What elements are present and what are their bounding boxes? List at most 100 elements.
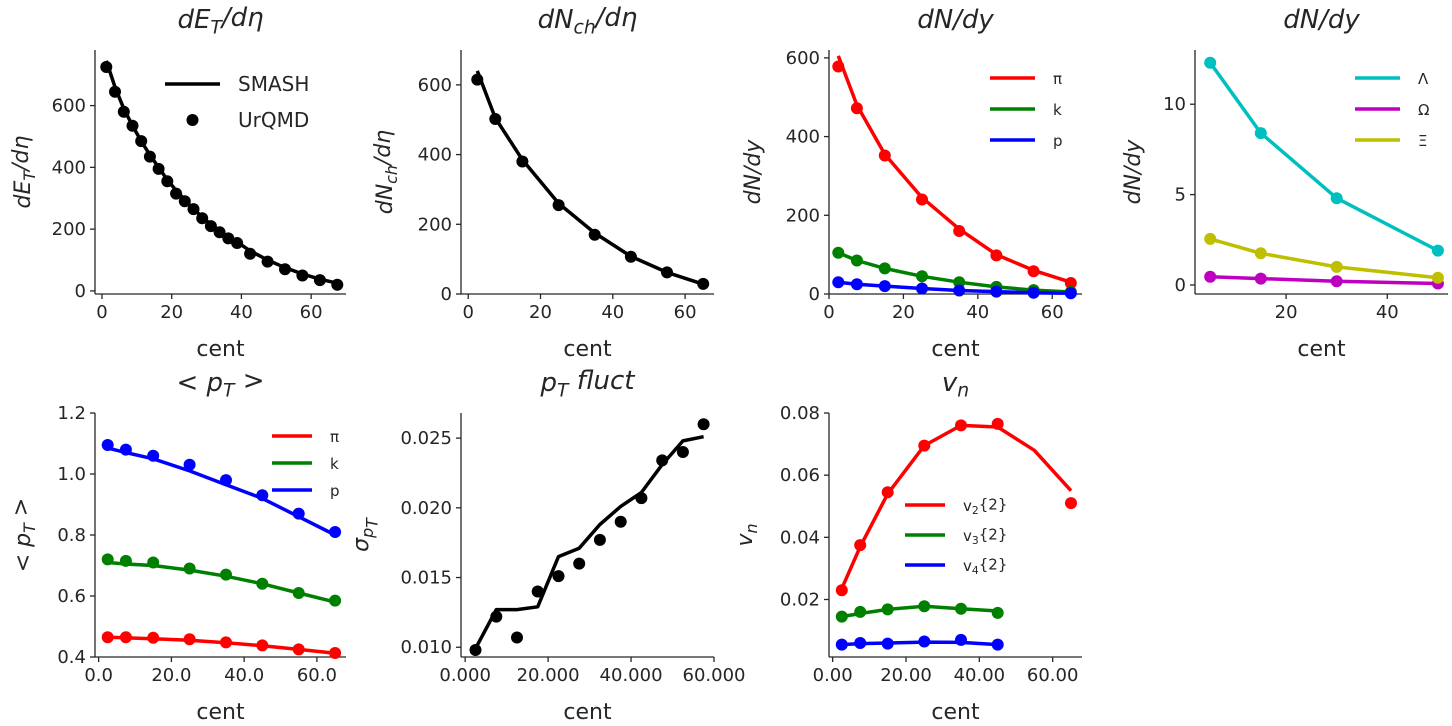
series-line [475,70,704,286]
y-tick-label: 200 [418,214,452,235]
data-point [953,284,966,297]
legend-label: π [1053,70,1062,88]
y-tick-label: 600 [786,48,820,69]
y-axis-label: dN/dy [1121,139,1146,205]
data-point [292,643,305,656]
y-axis-label: vn​ [733,523,761,546]
chart-panel-6: 0.000 20.000 40.000 60.000 0.010 0.015 0.020 0.… [349,366,745,725]
data-point [552,570,565,583]
x-tick-label: 20.0 [151,665,191,686]
data-point [832,246,845,259]
legend-label: v2​{2} [963,496,1007,518]
x-tick-label: 60.0 [297,665,337,686]
data-point [196,212,209,225]
y-axis-label: < pT > [9,498,39,573]
y-tick-label: 0.025 [400,428,452,449]
data-point [331,278,344,291]
series-1 [1204,56,1444,257]
data-point [1027,265,1040,278]
data-point [918,439,931,452]
x-tick-label: 40.000 [600,665,663,686]
data-point [953,225,966,237]
series-1 [836,55,1072,284]
chart-title: < pT > [176,366,264,402]
data-point [881,486,894,499]
data-point [552,199,565,212]
x-axis-label: cent [931,700,980,725]
data-point [1204,56,1217,69]
legend-label: p [1053,132,1063,150]
data-point [256,639,269,652]
x-tick-label: 60.00 [1027,665,1079,686]
x-axis-label: cent [1297,337,1346,362]
legend-label: SMASH [238,72,309,96]
y-axis-label: dET​/dη [9,136,39,209]
x-tick-label: 20.00 [880,665,932,686]
data-point [656,454,669,467]
y-axis-label: dNch​/dη [371,130,401,215]
data-point [835,610,848,623]
series-1 [473,434,704,650]
data-point [835,584,848,597]
data-point [313,274,326,287]
x-tick-label: 0.00 [813,665,853,686]
data-point [850,278,863,291]
y-tick-label: 0.6 [57,586,86,607]
series-line [836,55,1072,284]
x-tick-label: 60 [674,302,697,323]
data-point [573,557,586,570]
data-point [101,631,114,644]
x-tick-label: 20 [160,302,183,323]
data-point [661,266,673,279]
y-tick-label: 5 [1175,185,1186,206]
legend: πkp [990,70,1063,150]
data-point [183,562,196,575]
data-point [1431,244,1444,257]
x-tick-label: 0 [463,302,474,323]
data-point [161,175,174,188]
data-point [990,249,1003,262]
data-point [220,568,232,581]
data-point [916,282,928,295]
x-tick-label: 60 [300,302,323,323]
y-tick-label: 0.4 [57,647,86,668]
data-point [292,507,305,520]
series-1 [840,423,1073,590]
data-point [147,556,160,569]
series-2 [835,417,1077,597]
data-point [329,647,342,659]
data-point [1064,277,1077,289]
data-point [469,644,482,656]
chart-panel-1: 02040600200400600dET​/dηcentdET​/dηSMASH… [9,3,346,362]
y-tick-label: 0.08 [780,403,820,424]
legend-label: k [1053,101,1062,119]
data-point [676,446,689,458]
series-line [107,446,336,537]
x-tick-label: 40.0 [224,665,264,686]
x-axis-label: cent [563,700,612,725]
series-line [1209,237,1439,280]
data-point [143,150,156,163]
y-tick-label: 400 [52,157,86,178]
legend-label: UrQMD [238,108,309,132]
x-tick-label: 0.000 [439,665,491,686]
x-axis-label: cent [931,337,980,362]
x-axis-label: cent [563,337,612,362]
legend-label: v3​{2} [963,526,1007,548]
series-5 [107,446,336,537]
x-tick-label: 0 [823,302,834,323]
chart-title: dN/dy [1283,5,1360,35]
data-point [1027,286,1040,299]
legend-label: k [330,455,339,473]
y-tick-label: 400 [418,145,452,166]
y-tick-label: 0.020 [400,498,452,519]
data-point [489,113,502,125]
x-tick-label: 0.0 [84,665,113,686]
y-tick-label: 0.06 [780,465,820,486]
data-point [117,105,130,118]
data-point [878,262,891,275]
data-point [878,149,891,162]
x-tick-label: 40.00 [954,665,1006,686]
x-tick-label: 40 [1376,302,1399,323]
x-tick-label: 60 [1041,302,1064,323]
